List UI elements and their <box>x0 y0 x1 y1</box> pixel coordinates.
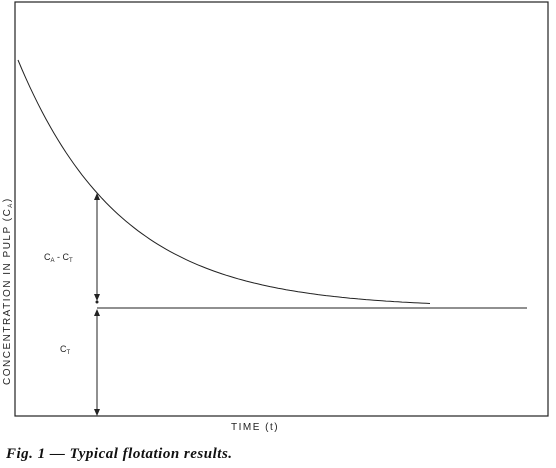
y-axis-label-main: CONCENTRATION IN PULP (C <box>2 208 13 385</box>
label-part: C <box>63 252 70 262</box>
caption: Fig. 1 — Typical flotation results. <box>5 446 233 462</box>
plot-frame <box>14 1 549 417</box>
label-part: C <box>44 252 51 262</box>
y-axis-label: CONCENTRATION IN PULP (CA) <box>2 197 14 385</box>
label-part: - <box>55 252 63 262</box>
label-sub: A <box>51 258 55 264</box>
x-axis-label: TIME (t) <box>231 422 279 433</box>
label-sub: T <box>69 258 73 264</box>
decay-curve <box>17 59 431 304</box>
label-sub: T <box>67 350 71 356</box>
difference-label: CA - CT <box>44 252 73 264</box>
label-part: C <box>60 344 67 354</box>
y-axis-label-close: ) <box>2 197 13 202</box>
residual-label: CT <box>60 344 71 356</box>
y-axis-label-sub: A <box>8 202 14 208</box>
dot <box>95 300 99 304</box>
